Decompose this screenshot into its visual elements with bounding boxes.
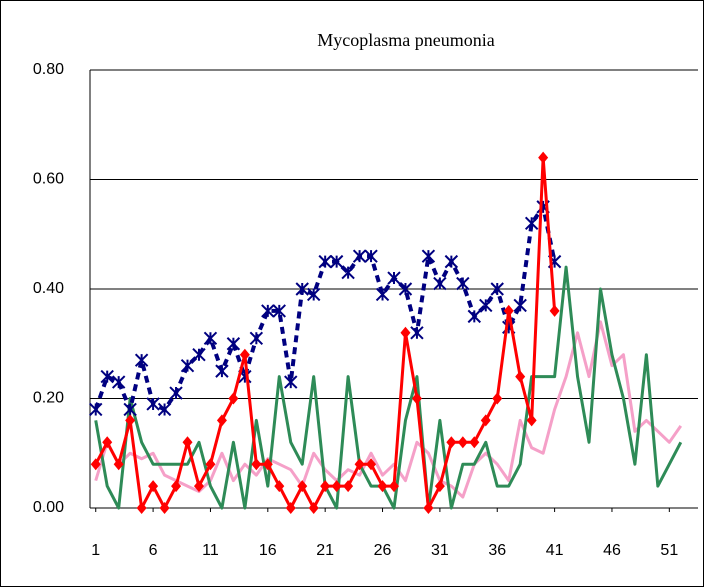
x-tick-label: 46 [603, 542, 621, 559]
marker [113, 458, 124, 471]
x-tick-label: 11 [202, 542, 219, 559]
y-tick-label: 0.00 [33, 499, 64, 516]
marker [102, 436, 113, 449]
marker [538, 151, 549, 164]
marker [123, 402, 137, 417]
marker [457, 436, 468, 449]
x-tick-label: 51 [660, 542, 678, 559]
marker [515, 370, 526, 383]
x-tick-label: 21 [316, 542, 334, 559]
marker [136, 502, 147, 514]
marker [90, 458, 101, 471]
marker [193, 480, 204, 493]
marker [111, 375, 126, 389]
chart-title: Mycoplasma pneumonia [317, 30, 494, 50]
marker [503, 304, 514, 317]
x-tick-label: 41 [546, 542, 564, 559]
marker [89, 402, 103, 417]
x-tick-label: 6 [149, 542, 158, 559]
marker [295, 282, 309, 296]
marker [249, 331, 264, 345]
marker [526, 414, 537, 427]
marker [467, 309, 482, 324]
x-tick-label: 36 [488, 542, 506, 559]
marker [146, 397, 160, 411]
marker [226, 337, 241, 351]
marker [274, 480, 285, 493]
marker [446, 436, 457, 449]
marker [469, 436, 480, 449]
marker [171, 480, 182, 493]
marker [421, 249, 436, 263]
marker [320, 480, 331, 493]
marker [216, 414, 227, 427]
series-line [94, 265, 683, 510]
marker [148, 480, 159, 493]
marker [239, 348, 250, 361]
marker [134, 353, 149, 367]
marker [215, 364, 229, 378]
marker [411, 392, 422, 405]
marker [192, 347, 206, 362]
marker [398, 282, 413, 296]
marker [375, 287, 390, 302]
y-tick-label: 0.60 [33, 171, 64, 188]
marker [400, 326, 411, 339]
marker [100, 369, 114, 384]
marker [444, 254, 459, 269]
marker [352, 249, 367, 263]
marker [480, 414, 491, 427]
marker [456, 276, 470, 291]
marker [306, 287, 321, 302]
marker [513, 298, 527, 313]
series-line [94, 320, 683, 499]
marker [261, 304, 275, 318]
marker [228, 392, 239, 405]
marker [169, 386, 183, 400]
marker [308, 502, 319, 514]
marker [423, 502, 434, 514]
y-tick-label: 0.80 [33, 61, 64, 78]
marker [343, 480, 354, 493]
x-tick-label: 16 [259, 542, 277, 559]
marker [284, 375, 298, 389]
marker [364, 249, 378, 263]
marker [203, 331, 218, 345]
marker [297, 480, 308, 493]
y-tick-label: 0.20 [33, 390, 64, 407]
marker [366, 458, 377, 471]
marker [205, 458, 216, 471]
marker [262, 458, 273, 471]
x-tick-label: 1 [91, 542, 100, 559]
marker [251, 458, 262, 471]
marker [434, 480, 445, 493]
marker [125, 414, 136, 427]
x-tick-label: 26 [374, 542, 392, 559]
marker [182, 436, 193, 449]
marker [157, 402, 172, 417]
marker [331, 480, 342, 493]
marker [341, 265, 355, 280]
marker [490, 282, 504, 296]
marker [410, 326, 424, 340]
marker [180, 358, 195, 373]
marker [387, 271, 401, 285]
marker [318, 254, 332, 269]
marker [272, 304, 286, 318]
marker [329, 254, 344, 269]
marker [479, 298, 493, 313]
marker [433, 276, 447, 291]
marker [159, 502, 170, 514]
marker [377, 480, 388, 493]
x-tick-label: 31 [431, 542, 449, 559]
marker [549, 304, 560, 317]
y-tick-label: 0.40 [33, 280, 64, 297]
marker [524, 216, 539, 231]
marker [389, 480, 399, 493]
marker [285, 502, 296, 514]
marker [354, 458, 365, 471]
marker [492, 392, 503, 405]
